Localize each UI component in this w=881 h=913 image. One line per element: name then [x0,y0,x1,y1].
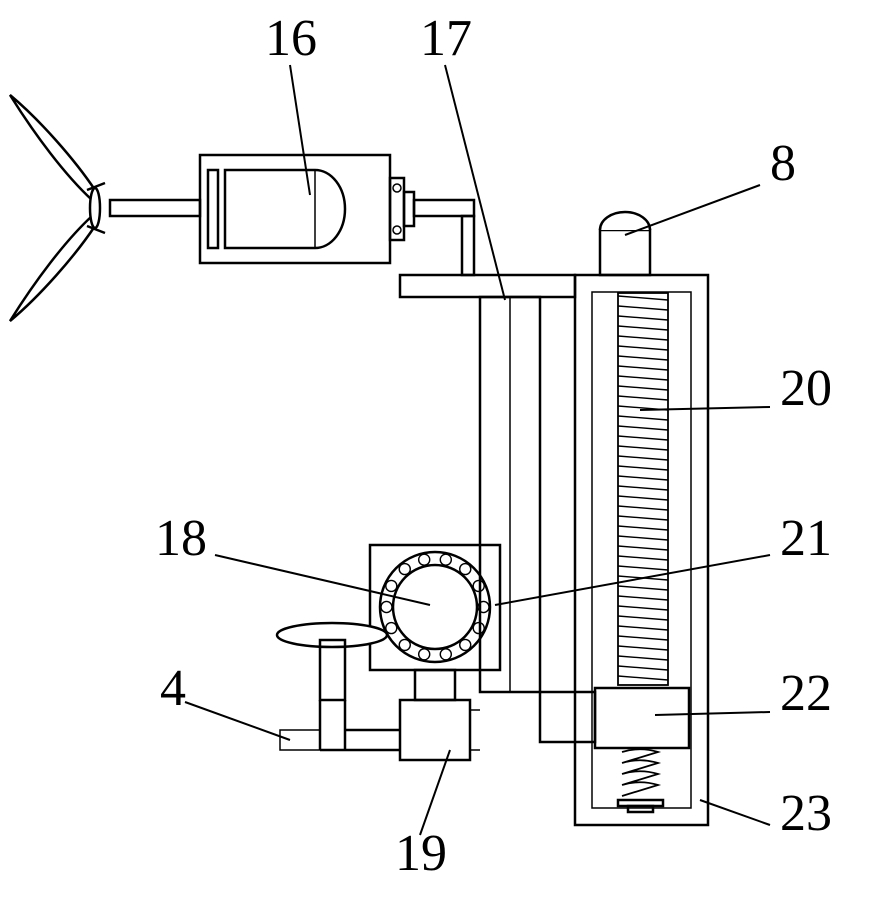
label-l22: 22 [780,665,832,722]
label-l17: 17 [420,10,472,67]
label-l21: 21 [780,510,832,567]
label-l18: 18 [155,510,207,567]
label-l20: 20 [780,360,832,417]
label-l4: 4 [160,660,186,717]
label-l23: 23 [780,785,832,842]
label-l19: 19 [395,825,447,882]
engineering-diagram: 16 17 8 20 18 21 4 22 19 23 [0,0,881,913]
label-l8: 8 [770,135,796,192]
label-l16: 16 [265,10,317,67]
